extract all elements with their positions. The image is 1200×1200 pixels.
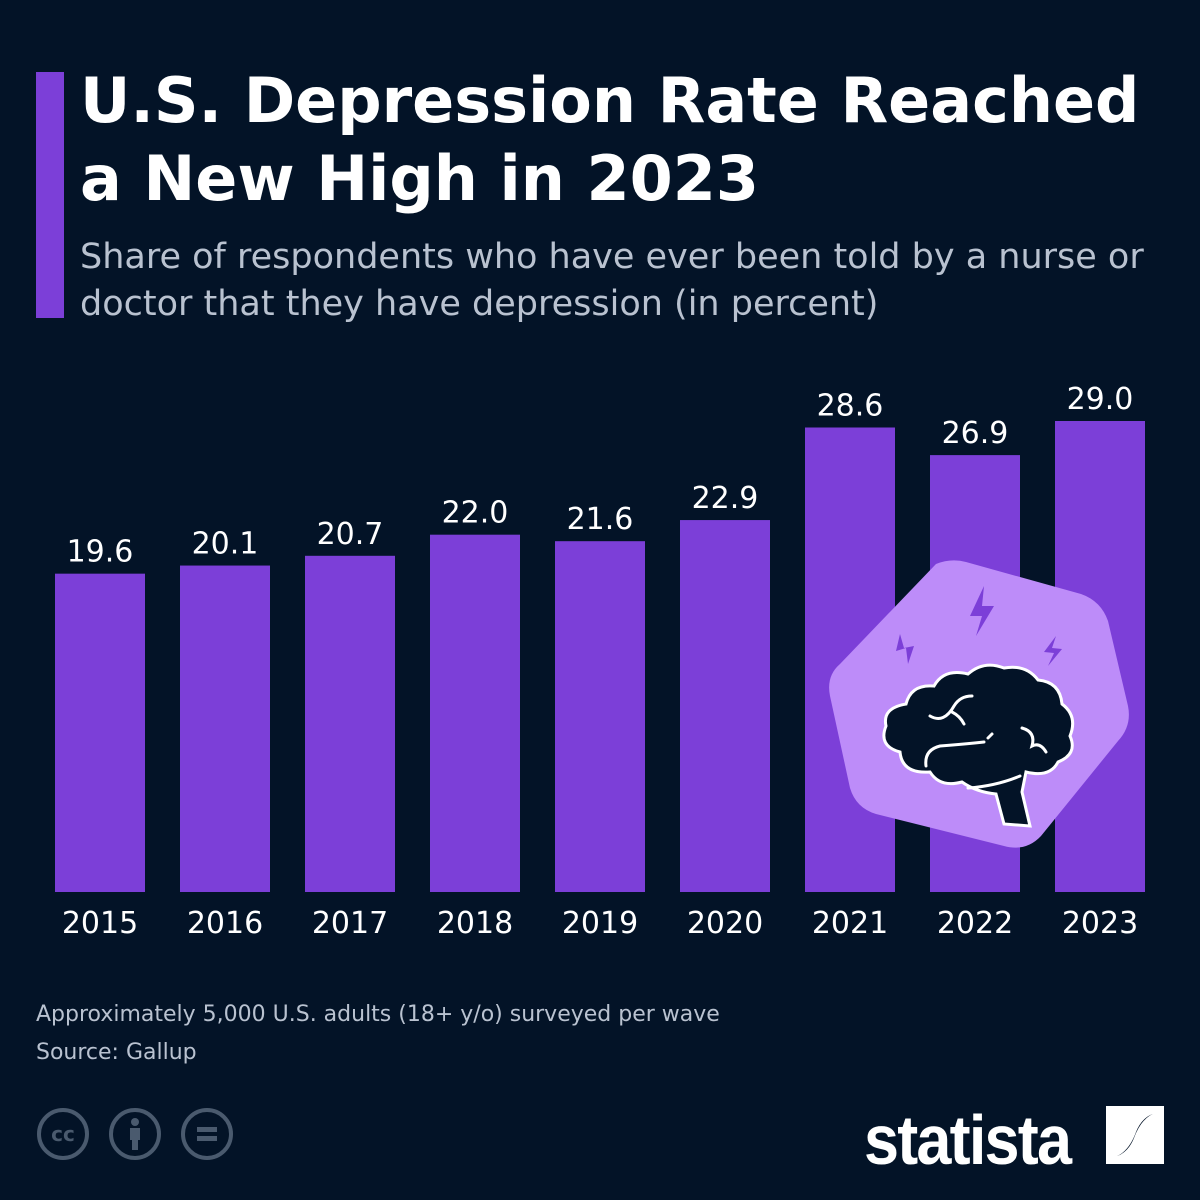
no-derivatives-icon[interactable] bbox=[180, 1107, 234, 1161]
statista-logo: statista bbox=[864, 1101, 1072, 1179]
source: Source: Gallup bbox=[36, 1040, 197, 1065]
bar-2019 bbox=[555, 541, 645, 892]
bar-2015 bbox=[55, 573, 145, 892]
value-label: 28.6 bbox=[817, 388, 884, 423]
bar-2020 bbox=[680, 520, 770, 892]
value-label: 21.6 bbox=[567, 502, 634, 537]
value-label: 22.9 bbox=[692, 481, 759, 516]
cc-icon[interactable]: cc bbox=[36, 1107, 90, 1161]
x-tick-label: 2019 bbox=[562, 906, 638, 941]
value-label: 26.9 bbox=[942, 416, 1009, 451]
x-tick-label: 2022 bbox=[937, 906, 1013, 941]
bar-2017 bbox=[305, 555, 395, 892]
x-tick-label: 2020 bbox=[687, 906, 763, 941]
chart-title: U.S. Depression Rate Reached a New High … bbox=[80, 64, 1140, 215]
value-label: 20.7 bbox=[317, 517, 384, 552]
value-label: 29.0 bbox=[1067, 382, 1134, 417]
footnote: Approximately 5,000 U.S. adults (18+ y/o… bbox=[36, 1002, 720, 1027]
bar-2016 bbox=[180, 565, 270, 892]
x-tick-label: 2018 bbox=[437, 906, 513, 941]
bar-2018 bbox=[430, 534, 520, 892]
value-label: 20.1 bbox=[192, 527, 259, 562]
value-label: 22.0 bbox=[442, 496, 509, 531]
x-tick-label: 2017 bbox=[312, 906, 388, 941]
brain-with-lightning-icon bbox=[829, 560, 1129, 848]
x-tick-label: 2015 bbox=[62, 906, 138, 941]
statista-logo-mark-icon bbox=[1106, 1106, 1164, 1164]
x-tick-label: 2021 bbox=[812, 906, 888, 941]
value-label: 19.6 bbox=[67, 535, 134, 570]
chart-subtitle: Share of respondents who have ever been … bbox=[80, 237, 1144, 324]
x-tick-label: 2023 bbox=[1062, 906, 1138, 941]
x-tick-label: 2016 bbox=[187, 906, 263, 941]
title-accent-bar bbox=[36, 72, 64, 318]
attribution-icon[interactable] bbox=[108, 1107, 162, 1161]
svg-text:cc: cc bbox=[51, 1122, 75, 1146]
